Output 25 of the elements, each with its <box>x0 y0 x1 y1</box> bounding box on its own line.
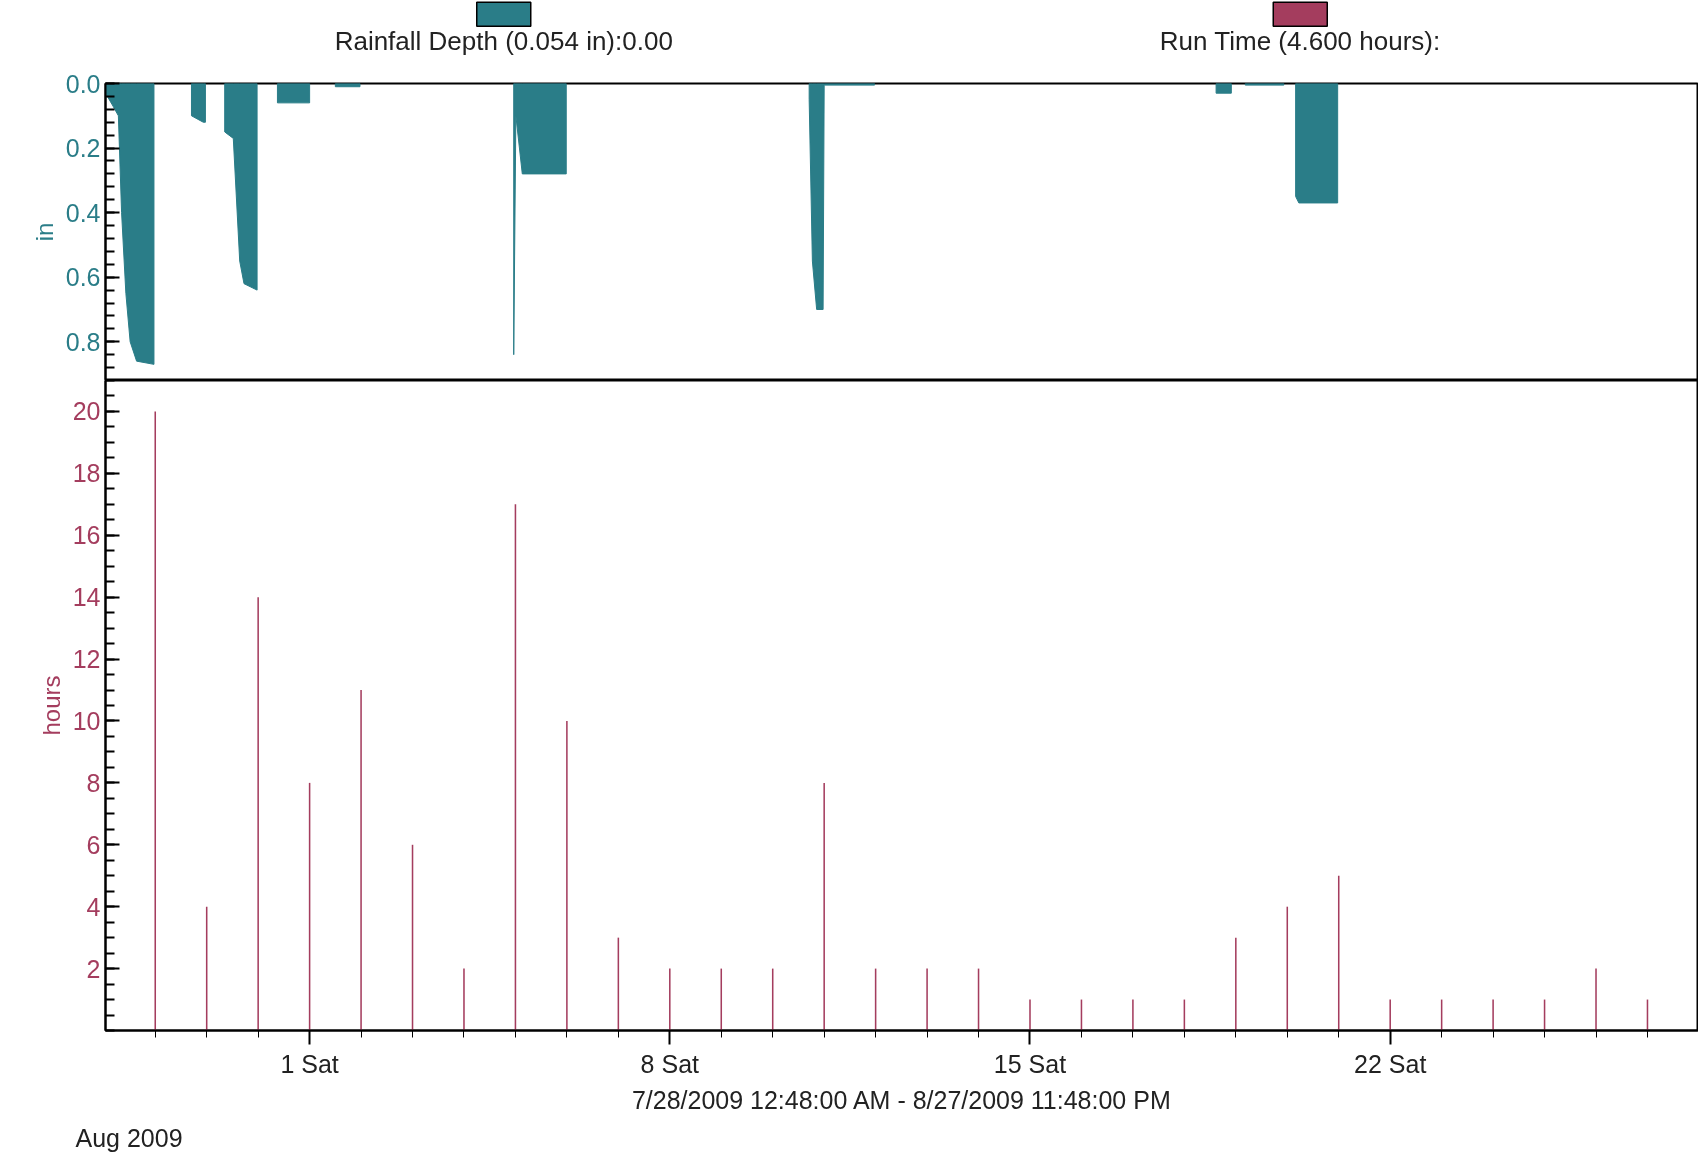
y-tick-label: 0.4 <box>65 198 101 227</box>
y-tick-label: 8 <box>86 768 101 797</box>
y-axis-title: in <box>30 222 58 242</box>
y-tick-label: 18 <box>72 459 101 488</box>
y-tick-label: 16 <box>72 521 101 550</box>
y-tick-label: 14 <box>72 583 101 612</box>
y-tick-label: 0.6 <box>65 263 101 292</box>
x-axis-title: 7/28/2009 12:48:00 AM - 8/27/2009 11:48:00 PM <box>631 1085 1171 1114</box>
y-tick-label: 0.2 <box>65 134 101 163</box>
y-tick-label: 2 <box>86 954 101 983</box>
x-tick-label: 8 Sat <box>640 1049 700 1078</box>
y-tick-label: 4 <box>86 892 101 921</box>
legend-label: Rainfall Depth (0.054 in):0.00 <box>334 25 673 56</box>
y-tick-label: 12 <box>72 645 101 674</box>
y-tick-label: 0.8 <box>65 327 101 356</box>
legend-label: Run Time (4.600 hours): <box>1159 25 1441 56</box>
y-tick-label: 20 <box>72 397 101 426</box>
y-tick-label: 6 <box>86 830 101 859</box>
text: Aug 2009 <box>75 1123 183 1152</box>
x-tick-label: 15 Sat <box>993 1049 1067 1078</box>
x-tick-label: 22 Sat <box>1354 1049 1427 1078</box>
y-axis-title: hours <box>37 675 65 736</box>
y-tick-label: 10 <box>72 706 101 735</box>
y-tick-label: 0.0 <box>65 69 101 98</box>
x-tick-label: 1 Sat <box>280 1049 339 1078</box>
